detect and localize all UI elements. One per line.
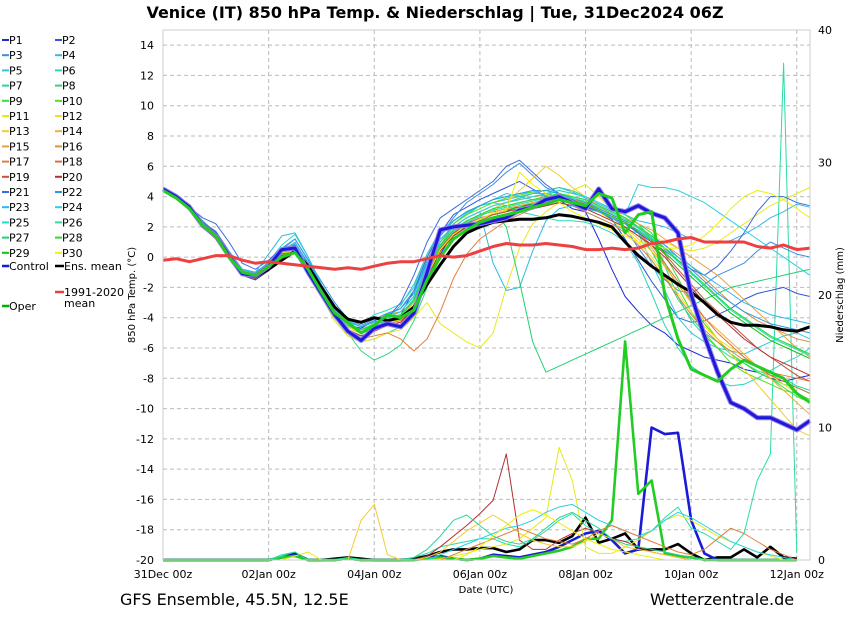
legend-label: P6: [62, 64, 76, 77]
legend-label: P29: [9, 247, 30, 260]
x-tick-label: 10Jan 00z: [664, 568, 718, 581]
y-tick-label: -10: [136, 403, 154, 416]
legend-label: P4: [62, 49, 76, 62]
x-tick-label: 02Jan 00z: [242, 568, 296, 581]
y-tick-label: -12: [136, 433, 154, 446]
y-tick-label: -16: [136, 493, 154, 506]
y-axis-right-label: Niederschlag (mm): [835, 247, 846, 343]
legend-label: P1: [9, 34, 23, 47]
y-tick-label: 0: [147, 251, 154, 264]
y-axis-right-ticks: 40 30 20 10 0: [818, 24, 832, 567]
y-right-tick-label: 0: [818, 554, 825, 567]
y-right-tick-label: 40: [818, 24, 832, 37]
plot-area: [161, 29, 812, 562]
legend-label: P23: [9, 201, 30, 214]
x-tick-label: 08Jan 00z: [558, 568, 612, 581]
legend-label: P11: [9, 110, 30, 123]
legend-label: P27: [9, 232, 30, 245]
legend-label: P14: [62, 125, 83, 138]
x-axis-ticks: 31Dec 00z 02Jan 00z 04Jan 00z 06Jan 00z 08Ja…: [134, 568, 824, 581]
y-tick-label: -18: [136, 524, 154, 537]
legend-label: P16: [62, 140, 83, 153]
legend-label: P18: [62, 156, 83, 169]
legend-label: P5: [9, 64, 23, 77]
x-tick-label: 06Jan 00z: [453, 568, 507, 581]
plot-frame: [162, 29, 811, 561]
legend-label: P21: [9, 186, 30, 199]
legend-label: P30: [62, 247, 83, 260]
legend-label: P22: [62, 186, 83, 199]
y-right-tick-label: 30: [818, 157, 832, 170]
y-tick-label: -4: [143, 312, 154, 325]
y-axis-ticks: 14 12 10 8 6 4 2 0 -2 -4 -6 -8 -10 -12 -14 -16 -18 -20: [136, 39, 154, 567]
y-tick-label: 10: [140, 100, 154, 113]
y-tick-label: -14: [136, 463, 154, 476]
x-tick-label: 12Jan 00z: [770, 568, 824, 581]
y-tick-label: -6: [143, 342, 154, 355]
y-right-tick-label: 20: [818, 289, 832, 302]
y-tick-label: 12: [140, 69, 154, 82]
legend-label: P28: [62, 232, 83, 245]
legend-label: P26: [62, 216, 83, 229]
footer-source: Wetterzentrale.de: [650, 590, 794, 609]
x-axis-label: Date (UTC): [459, 585, 514, 596]
series-line-oper: [162, 189, 811, 404]
legend-label: P7: [9, 80, 23, 93]
legend-label: P3: [9, 49, 23, 62]
y-tick-label: 6: [147, 160, 154, 173]
x-tick-label: 04Jan 00z: [347, 568, 401, 581]
y-tick-label: -20: [136, 554, 154, 567]
y-tick-label: 2: [147, 221, 154, 234]
footer-model-info: GFS Ensemble, 45.5N, 12.5E: [120, 590, 349, 609]
series-line-1991-2020-mean: [162, 236, 811, 271]
legend-label: Oper: [9, 300, 36, 313]
legend-label: P25: [9, 216, 30, 229]
legend-label: P20: [62, 171, 83, 184]
chart-title: Venice (IT) 850 hPa Temp. & Niederschlag…: [146, 3, 723, 23]
x-tick-label: 31Dec 00z: [134, 568, 193, 581]
legend-label: P15: [9, 140, 30, 153]
y-axis-label: 850 hPa Temp. (°C): [127, 247, 138, 343]
legend-label: P9: [9, 95, 23, 108]
legend-label: P24: [62, 201, 83, 214]
y-tick-label: 14: [140, 39, 154, 52]
legend-label: P13: [9, 125, 30, 138]
y-right-tick-label: 10: [818, 422, 832, 435]
legend-label: P17: [9, 156, 30, 169]
legend-label: P19: [9, 171, 30, 184]
legend: P1 P2 P3 P4 P5 P6 P7 P8 P9 P10 P11 P12 P13 P14 P15 P16 P…: [2, 34, 124, 313]
legend-label: P10: [62, 95, 83, 108]
series-line-p23: [162, 187, 811, 328]
plot-background: [163, 30, 810, 560]
y-tick-label: -2: [143, 281, 154, 294]
y-tick-label: 4: [147, 191, 154, 204]
y-tick-label: -8: [143, 372, 154, 385]
legend-label: P12: [62, 110, 83, 123]
legend-label: 1991-2020 mean: [64, 286, 124, 310]
legend-label: Ens. mean: [64, 260, 122, 273]
legend-label: P2: [62, 34, 76, 47]
legend-label: Control: [9, 260, 49, 273]
legend-label: P8: [62, 80, 76, 93]
temperature-series: [161, 159, 812, 437]
y-tick-label: 8: [147, 130, 154, 143]
